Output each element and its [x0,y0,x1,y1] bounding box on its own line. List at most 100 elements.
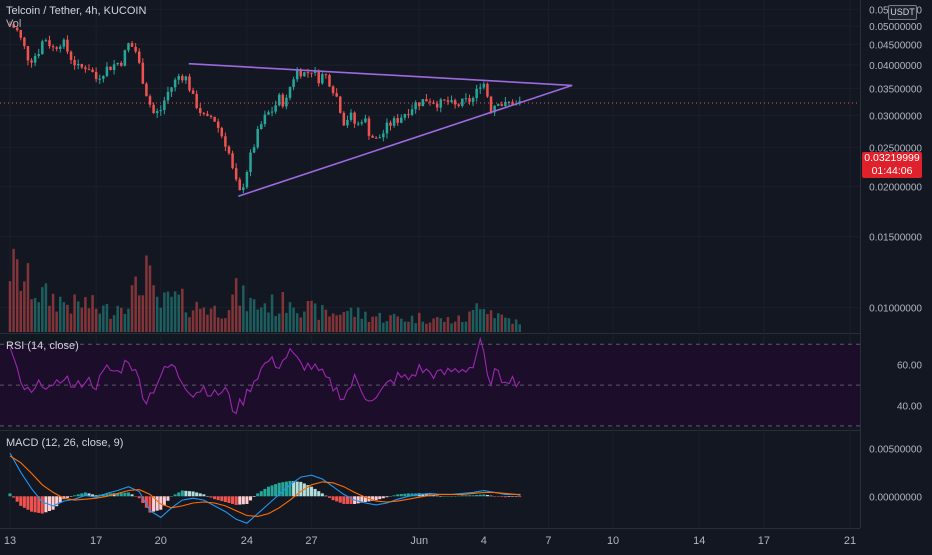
candle-body [62,39,66,47]
candle-body [48,40,51,47]
volume-bar [191,310,195,332]
time-axis-label: 21 [844,535,856,547]
volume-bar [130,285,134,332]
volume-bar [109,318,112,332]
candle-body [242,187,245,191]
macd-histogram-bar [152,496,156,512]
volume-bar [41,287,44,332]
volume-bar [263,303,267,332]
candle-body [317,70,320,84]
volume-bar [105,303,109,332]
candle-body [163,100,166,111]
candle-body [188,76,191,91]
macd-histogram-bar [94,495,98,497]
candle-body [245,172,249,188]
candle-body [137,51,141,63]
macd-histogram-bar [234,496,238,505]
candle-body [479,87,482,89]
candle-body [464,98,468,100]
currency-badge[interactable]: USDT [888,5,917,20]
volume-bar [245,311,249,332]
volume-bar [137,295,141,332]
macd-histogram-bar [8,493,12,497]
macd-histogram-bar [191,491,195,497]
macd-histogram-bar [284,481,288,497]
candle-body [66,39,69,52]
candle-countdown: 01:44:06 [871,165,913,177]
macd-histogram-bar [471,495,475,497]
volume-bar [514,319,518,332]
time-axis-label: 10 [607,535,619,547]
candle-body [213,116,216,122]
macd-histogram-bar [489,495,493,497]
candle-body [209,115,213,117]
volume-bar [389,315,392,332]
candle-body [389,122,392,126]
macd-histogram-bar [76,494,80,497]
macd-histogram-bar [223,496,227,503]
volume-bar [51,293,55,332]
candle-body [382,133,385,138]
volume-bar [295,313,299,332]
macd-histogram-bar [442,496,446,497]
macd-histogram-bar [137,496,141,499]
macd-signal-line [9,455,521,517]
volume-bar [346,310,349,332]
candle-body [26,46,30,61]
volume-bar [216,317,220,332]
macd-histogram-bar [439,496,443,497]
time-axis-label: 7 [545,535,551,547]
volume-bar [450,323,453,332]
volume-bar [170,296,173,332]
candle-body [148,96,152,105]
macd-histogram-bar [266,486,270,497]
volume-bar [382,322,385,332]
candle-body [51,46,55,48]
candle-body [23,37,26,47]
rsi-axis-label: 40.00 [897,401,922,412]
candle-body [112,64,116,71]
volume-bar [202,307,206,332]
macd-histogram-bar [47,496,52,511]
macd-histogram-bar [30,496,34,512]
macd-histogram-bar [496,496,500,497]
candle-body [450,100,453,102]
volume-bar [59,296,62,332]
volume-bar [292,307,295,332]
macd-histogram-bar [324,495,328,497]
candle-body [306,72,310,74]
time-axis-label: 4 [481,535,487,547]
volume-bar [181,288,184,332]
candle-body [400,117,403,123]
volume-bar [145,255,148,332]
macd-axis-label: 0.00500000 [869,444,922,455]
macd-histogram-bar [248,496,253,501]
volume-bar [285,312,288,332]
volume-bar [328,316,331,332]
volume-bar [364,311,367,332]
volume-bar [199,308,202,332]
macd-histogram-bar [22,496,26,508]
candle-body [274,105,277,112]
macd-histogram-bar [320,493,324,497]
macd-histogram-bar [424,494,428,497]
candle-body [277,94,281,106]
time-axis-label: 20 [155,535,167,547]
macd-histogram-bar [245,496,249,504]
macd-histogram-bar [51,496,55,510]
volume-bar [69,313,73,332]
time-axis-label: 17 [758,535,770,547]
candle-body [55,47,58,49]
volume-bar [188,317,191,332]
macd-histogram-bar [148,496,152,513]
candle-body [227,146,231,154]
candle-body [292,79,295,88]
time-axis-label: 14 [693,535,705,547]
candle-body [443,99,446,101]
macd-histogram-bar [475,495,479,497]
volume-bar [163,292,166,332]
candle-body [385,122,389,134]
